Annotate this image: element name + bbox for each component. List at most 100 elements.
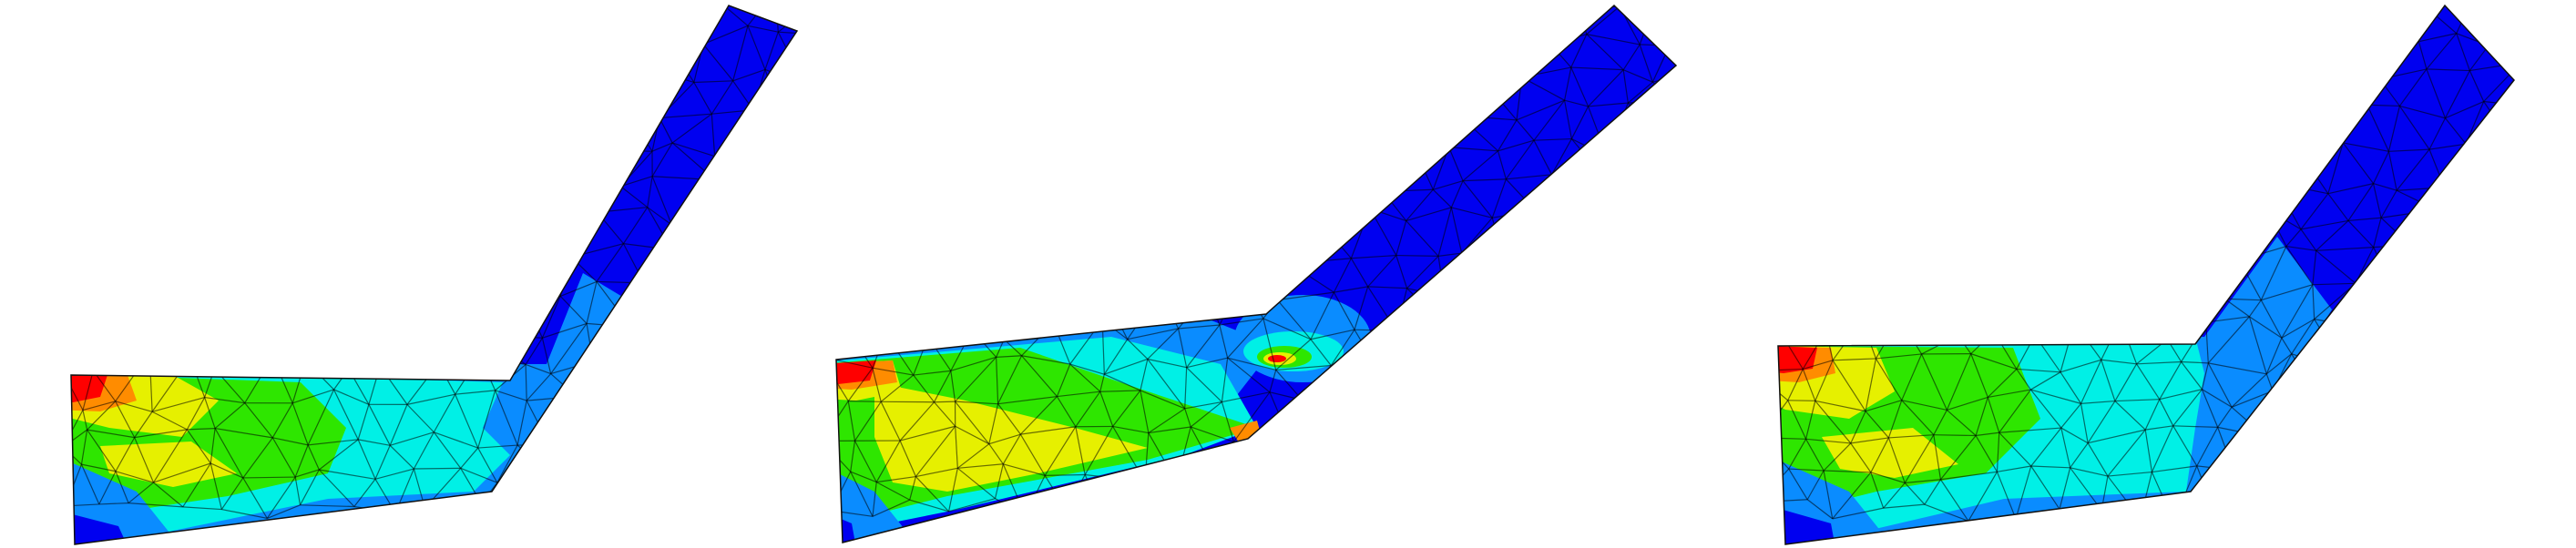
mesh-edge (588, 472, 617, 509)
mesh-edge (1457, 469, 1502, 518)
mesh-edge (2101, 509, 2141, 520)
mesh-edge (2373, 218, 2382, 248)
mesh-edge (239, 171, 277, 187)
mesh-edge (1668, 316, 1676, 359)
mesh-edge (1658, 440, 1676, 447)
mesh-edge (304, 317, 335, 361)
mesh-edge (2201, 389, 2219, 428)
mesh-edge (620, 101, 660, 119)
mesh-edge (1546, 483, 1572, 513)
mesh-edge (190, 214, 229, 226)
middle-fem-panel (836, 5, 1676, 543)
mesh-edge (1668, 395, 1676, 409)
mesh-edge (847, 367, 874, 401)
mesh-edge (1646, 188, 1665, 220)
mesh-edge (1276, 299, 1312, 340)
mesh-edge (1946, 353, 1972, 411)
mesh-edge (910, 295, 947, 302)
mesh-edge (813, 355, 826, 400)
mesh-edge (1498, 119, 1518, 152)
mesh-edge (357, 116, 372, 139)
mesh-edge (2009, 279, 2036, 336)
mesh-edge (1875, 34, 1915, 65)
mesh-edge (1975, 435, 1998, 472)
mesh-edge (1659, 362, 1670, 397)
mesh-edge (2366, 105, 2390, 152)
mesh-edge (2207, 362, 2233, 408)
mesh-edge (2145, 425, 2173, 431)
mesh-edge (2081, 67, 2136, 75)
mesh-edge (995, 498, 1026, 516)
mesh-edge (360, 228, 402, 261)
mesh-edge (1025, 299, 1054, 324)
mesh-edge (1247, 5, 1268, 38)
mesh-edge (836, 292, 845, 326)
mesh-edge (2426, 33, 2458, 70)
mesh-edge (210, 462, 244, 479)
mesh-edge (71, 287, 92, 299)
mesh-edge (2372, 151, 2390, 184)
mesh-edge (1876, 280, 1900, 319)
mesh-edge (864, 109, 881, 137)
mesh-edge (1901, 181, 1933, 218)
mesh-edge (469, 210, 520, 223)
mesh-edge (320, 33, 363, 37)
mesh-edge (2400, 355, 2423, 396)
mesh-edge (2327, 142, 2344, 194)
mesh-edge (835, 330, 862, 333)
mesh-edge (1052, 155, 1080, 173)
mesh-edge (1533, 139, 1553, 176)
mesh-edge (2255, 5, 2274, 43)
mesh-edge (1310, 291, 1334, 340)
mesh-edge (2165, 112, 2190, 144)
mesh-edge (182, 462, 211, 508)
mesh-edge (1004, 247, 1040, 253)
mesh-edge (87, 135, 143, 139)
mesh-edge (2144, 430, 2153, 472)
mesh-edge (1600, 156, 1608, 175)
mesh-edge (360, 259, 383, 283)
mesh-edge (1227, 357, 1271, 393)
mesh-edge (182, 506, 222, 511)
mesh-edge (358, 293, 375, 333)
mesh-edge (2196, 427, 2219, 467)
mesh-edge (1667, 192, 1676, 211)
mesh-edge (2209, 9, 2243, 30)
mesh-edge (153, 482, 184, 508)
mesh-edge (1968, 282, 1995, 332)
mesh-edge (1184, 401, 1222, 410)
mesh-edge (148, 63, 166, 107)
mesh-edge (1646, 482, 1673, 505)
mesh-edge (1569, 289, 1594, 324)
mesh-edge (2519, 355, 2558, 376)
mesh-edge (266, 7, 291, 32)
mesh-edge (71, 8, 83, 44)
mesh-edge (573, 465, 617, 474)
mesh-edge (972, 330, 1005, 340)
mesh-edge (1849, 137, 1874, 157)
mesh-edge (1312, 101, 1349, 106)
mesh-edge (1778, 218, 1812, 226)
mesh-edge (1572, 352, 1595, 401)
mesh-edge (1024, 73, 1060, 121)
mesh-edge (1084, 426, 1114, 475)
mesh-edge (2272, 391, 2301, 437)
mesh-edge (1924, 503, 1969, 522)
mesh-edge (1593, 368, 1628, 401)
mesh-edge (2204, 44, 2228, 73)
mesh-edge (2536, 473, 2568, 482)
mesh-edge (1519, 402, 1539, 443)
mesh-edge (1879, 215, 1899, 265)
mesh-edge (2121, 41, 2147, 45)
mesh-edge (836, 218, 869, 222)
mesh-edge (2060, 371, 2082, 404)
mesh-edge (2060, 427, 2089, 444)
mesh-edge (1850, 411, 1866, 444)
mesh-edge (1659, 316, 1670, 363)
mesh-edge (1905, 479, 1941, 484)
mesh-edge (291, 402, 309, 446)
mesh-edge (955, 425, 990, 445)
mesh-edge (2001, 216, 2046, 230)
mesh-edge (1444, 296, 1469, 320)
mesh-edge (86, 320, 127, 336)
